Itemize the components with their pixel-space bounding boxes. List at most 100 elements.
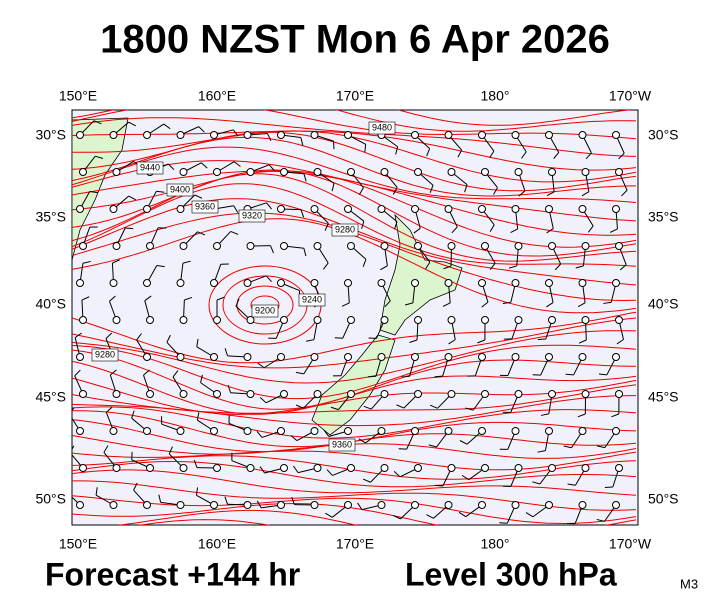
barb-station <box>76 131 84 139</box>
wind-barb <box>603 279 620 304</box>
wind-barb <box>228 415 252 435</box>
wind-barb <box>109 121 137 139</box>
barb-flag <box>341 302 350 307</box>
barb-station <box>545 205 553 213</box>
contour-line <box>72 136 636 197</box>
wind-barb <box>442 279 453 307</box>
barb-flag <box>510 228 518 234</box>
wind-barb <box>341 279 352 307</box>
barb-flag <box>540 413 549 416</box>
barb-flag <box>303 248 307 257</box>
wind-barb <box>243 131 272 141</box>
wind-barb <box>210 129 239 139</box>
barb-station <box>548 242 556 250</box>
barb-station <box>112 390 121 398</box>
barb-station <box>109 501 118 509</box>
model-label: M3 <box>680 576 698 591</box>
wind-barb <box>444 131 463 158</box>
wind-barb <box>277 205 305 218</box>
wind-barb <box>357 501 386 511</box>
wind-barb <box>172 370 188 398</box>
barb-flag <box>461 474 470 481</box>
barb-flag <box>266 133 272 141</box>
wind-barb <box>532 464 556 485</box>
contour-line <box>72 170 637 236</box>
wind-barb <box>414 242 431 270</box>
barb-station <box>411 501 419 509</box>
barb-station <box>246 464 255 472</box>
wind-barb <box>499 353 520 377</box>
barb-station <box>444 131 453 139</box>
barb-flag <box>324 223 329 231</box>
wind-barb <box>380 242 389 271</box>
barb-station <box>612 205 620 213</box>
barb-station <box>176 427 185 435</box>
barb-station <box>581 168 590 176</box>
wind-barb <box>581 168 590 197</box>
barb-flag <box>323 429 330 437</box>
wind-barb <box>537 427 553 453</box>
contour-line <box>137 519 271 525</box>
barb-flag <box>362 259 367 267</box>
title: 1800 NZST Mon 6 Apr 2026 <box>100 18 610 62</box>
barb-flag <box>300 209 305 218</box>
wind-barb <box>74 332 84 361</box>
contour-line <box>72 377 637 415</box>
barb-flag <box>610 228 618 233</box>
contour-label-box <box>368 121 396 135</box>
wind-barb <box>429 390 456 409</box>
wind-barb <box>610 205 620 233</box>
wind-barb <box>510 205 520 234</box>
lat-label: 35°S <box>35 209 66 225</box>
wind-barb <box>72 445 87 472</box>
barb-flag <box>156 190 165 193</box>
barb-station <box>146 390 154 398</box>
barb-flag <box>578 339 587 344</box>
barb-flag <box>265 275 272 283</box>
barb-flag <box>401 375 410 378</box>
wind-barb <box>596 501 620 522</box>
barb-station <box>109 427 118 435</box>
wind-barb <box>95 487 118 509</box>
barb-station <box>179 464 188 472</box>
barb-flag <box>598 373 607 376</box>
barb-flag <box>81 296 90 301</box>
wind-barb <box>179 296 193 324</box>
wind-barb <box>481 242 496 270</box>
barb-station <box>414 390 422 398</box>
contour-label-box <box>251 304 279 318</box>
barb-station <box>444 279 453 287</box>
barb-station <box>347 316 355 324</box>
contour-label: 9200 <box>255 305 275 315</box>
wind-barb <box>598 353 620 376</box>
barb-flag <box>136 333 142 341</box>
barb-station <box>347 464 355 472</box>
contour-label-box <box>331 223 359 237</box>
barb-station <box>310 501 319 509</box>
wind-barb <box>467 353 486 377</box>
barb-flag <box>295 404 304 409</box>
barb-station <box>581 242 590 250</box>
wind-barb <box>295 353 319 375</box>
contour-line <box>72 406 637 439</box>
barb-station <box>176 353 185 361</box>
barb-station <box>612 427 620 435</box>
contour-line <box>116 509 358 525</box>
barb-flag <box>93 120 102 125</box>
wind-barb <box>72 496 84 509</box>
barb-station <box>112 168 121 176</box>
wind-barb <box>176 194 203 213</box>
barb-flag <box>172 370 179 378</box>
barb-flag <box>266 202 272 210</box>
contour-line <box>72 480 637 511</box>
wind-barb <box>465 390 489 411</box>
barb-flag <box>270 245 274 254</box>
contour-line <box>72 110 637 140</box>
wind-barb <box>313 242 329 270</box>
barb-station <box>347 242 355 250</box>
barb-station <box>344 279 352 287</box>
barb-station <box>277 279 285 287</box>
barb-flag <box>291 496 295 505</box>
barb-station <box>414 464 422 472</box>
barb-station <box>313 316 322 324</box>
